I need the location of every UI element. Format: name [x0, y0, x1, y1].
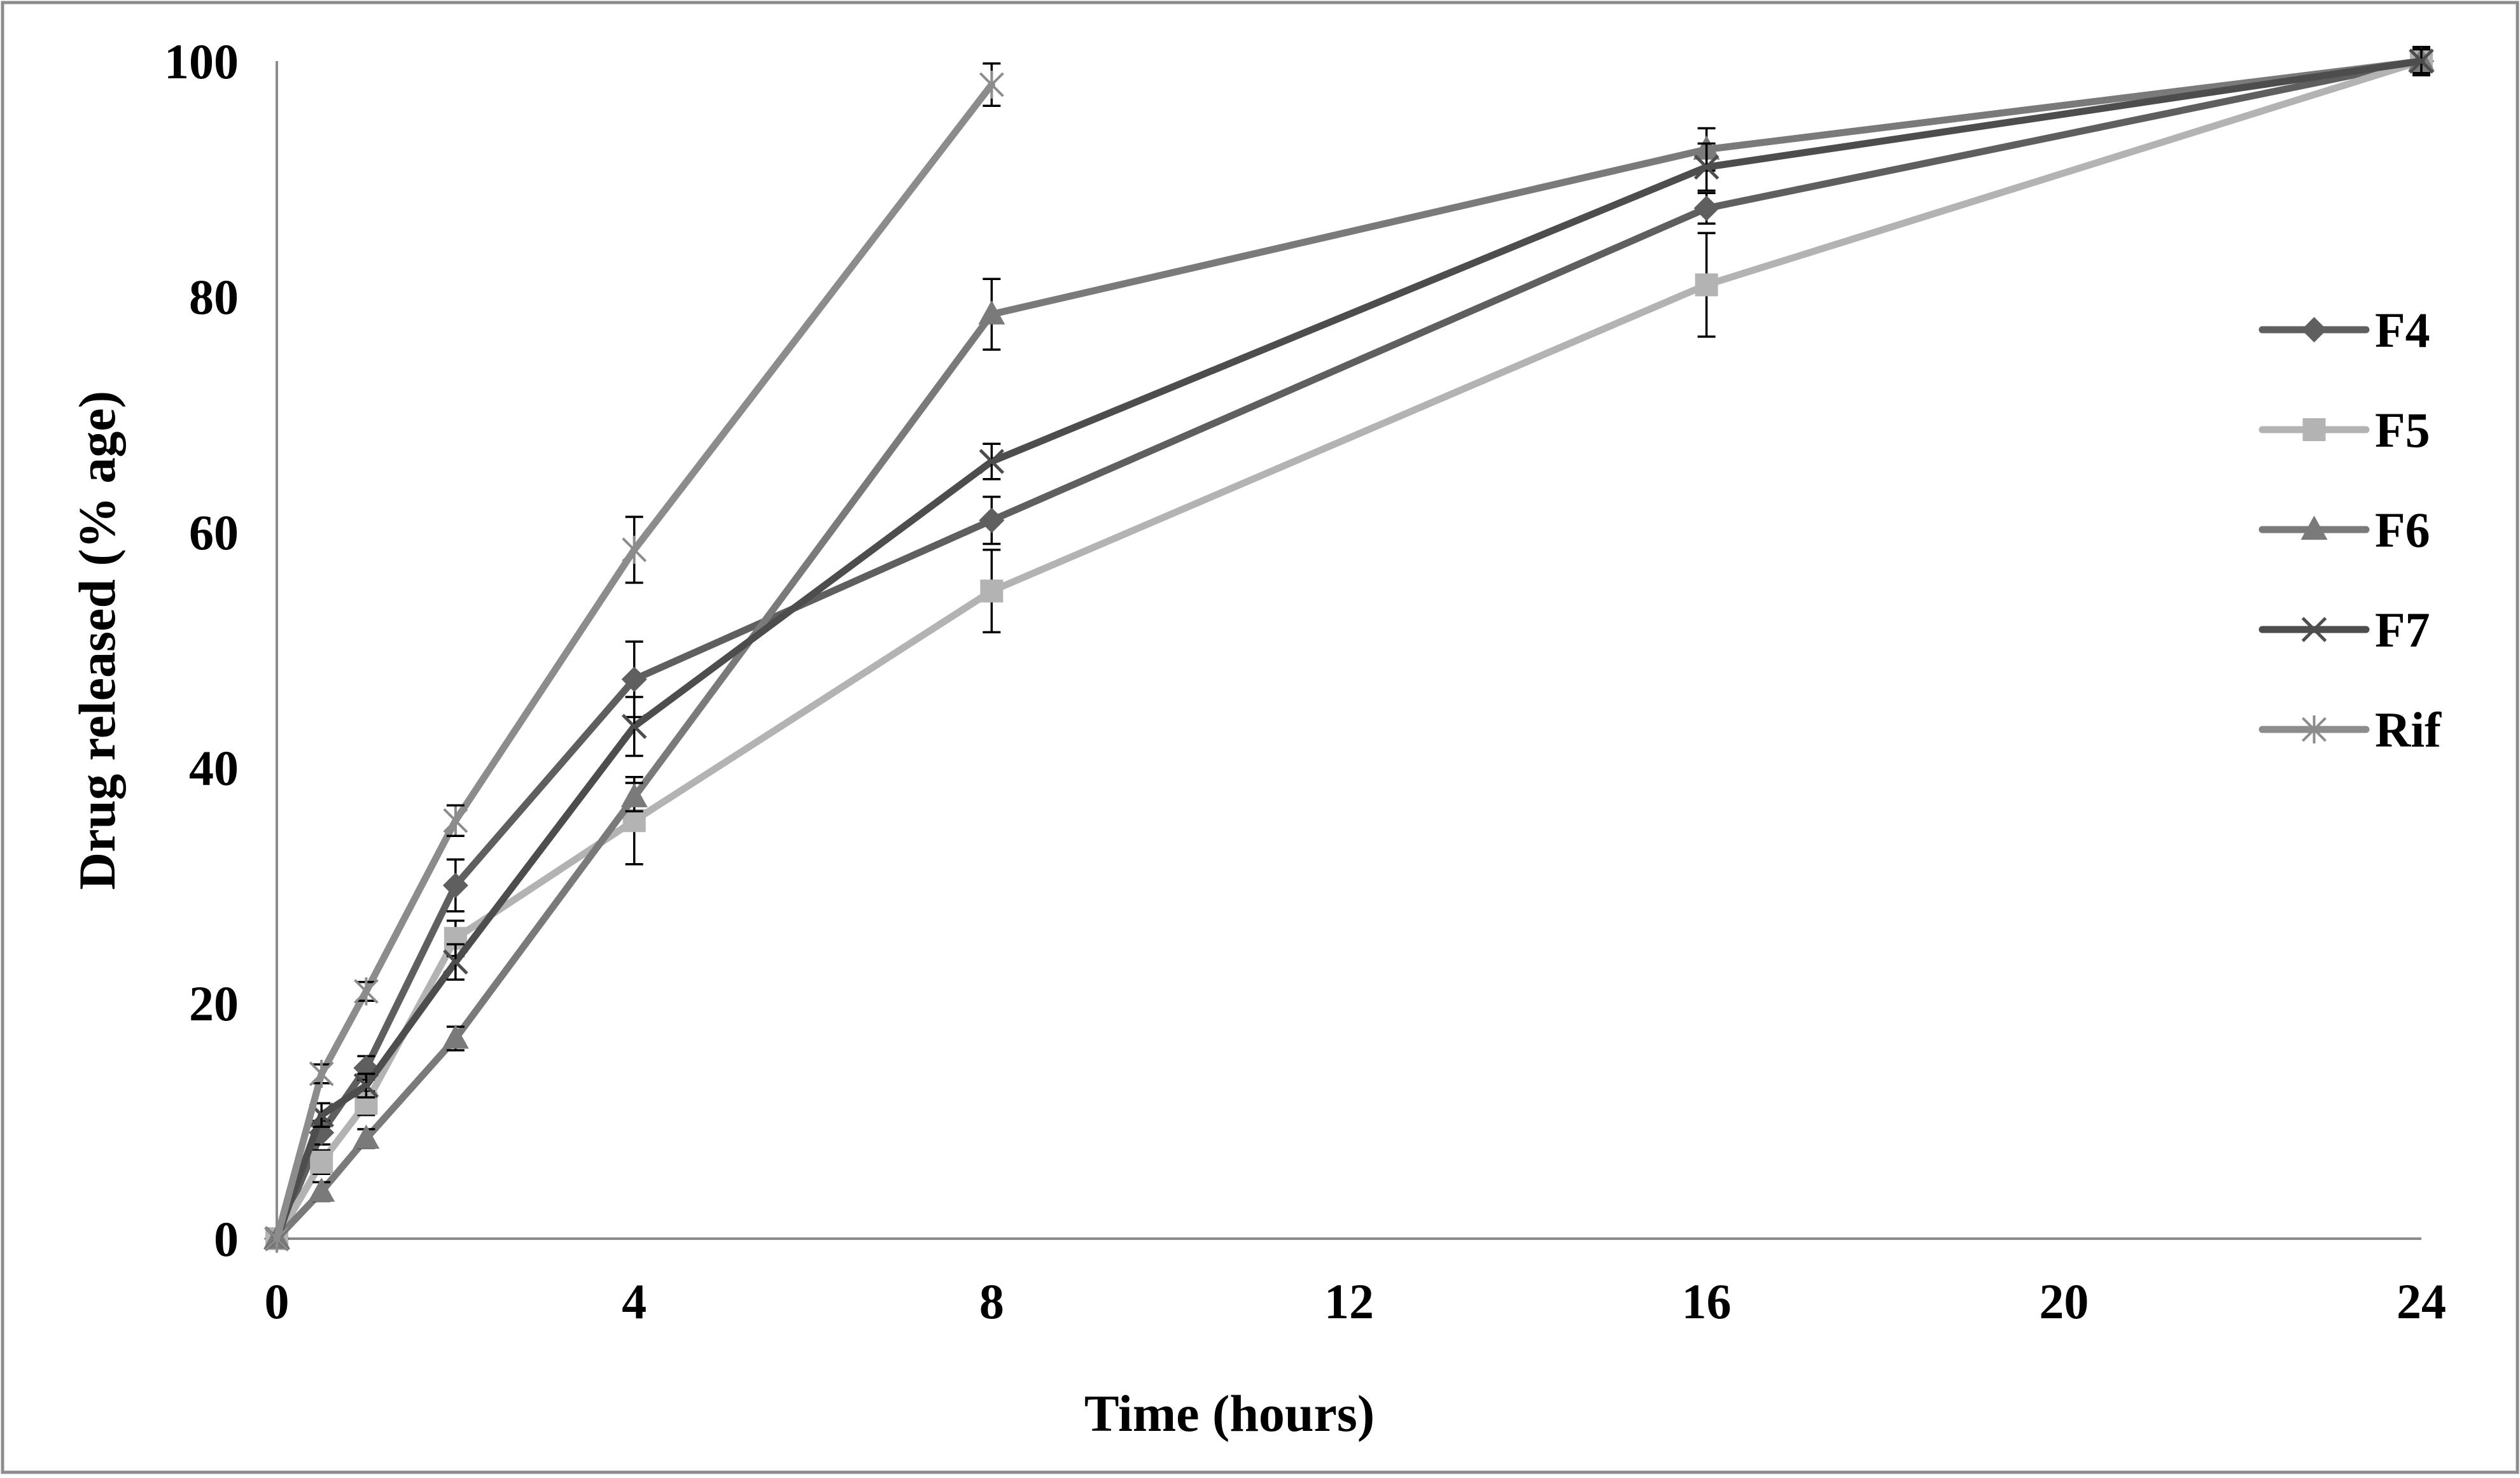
- marker-stroke: [2409, 48, 2434, 74]
- x-tick-label: 16: [1682, 1274, 1732, 1329]
- data-point-f4: [621, 666, 647, 693]
- data-point-f5: [310, 1150, 333, 1174]
- data-point-f7: [2409, 48, 2434, 74]
- x-tick-label: 12: [1324, 1274, 1374, 1329]
- marker-stroke: [621, 714, 647, 740]
- y-axis-title: Drug released (% age): [68, 391, 126, 890]
- data-point-rif: [264, 1225, 290, 1253]
- data-point-f7: [979, 449, 1005, 474]
- x-tick-label: 24: [2397, 1274, 2446, 1329]
- data-point-f4: [1693, 195, 1719, 222]
- y-tick-label: 60: [189, 505, 239, 560]
- legend-item-f7: F7: [2258, 602, 2430, 658]
- legend-marker-f7: [2301, 617, 2327, 642]
- data-point-f6: [308, 1178, 335, 1202]
- legend-item-f6: F6: [2258, 502, 2430, 558]
- x-tick-label: 8: [979, 1274, 1004, 1329]
- x-axis-title: Time (hours): [1084, 1384, 1375, 1442]
- legend-label-f4: F4: [2375, 302, 2430, 358]
- legend: F4 F5 F6 F7 Rif: [2258, 302, 2442, 757]
- marker-stroke: [353, 1073, 379, 1099]
- data-point-f7: [443, 949, 468, 975]
- y-tick-label: 20: [189, 976, 239, 1031]
- x-tick-label: 0: [265, 1274, 290, 1329]
- y-tick-label: 100: [164, 34, 239, 89]
- marker-stroke: [309, 1102, 334, 1128]
- data-point-f4: [979, 507, 1005, 533]
- legend-marker-rif: [2302, 715, 2327, 743]
- y-tick-label: 40: [189, 740, 239, 796]
- y-tick-label: 80: [189, 269, 239, 325]
- legend-marker-f6: [2300, 516, 2328, 540]
- marker-stroke: [979, 449, 1005, 474]
- legend-label-f5: F5: [2375, 402, 2430, 458]
- data-point-rif: [622, 535, 647, 564]
- y-tick-label: 0: [214, 1211, 239, 1267]
- legend-label-f6: F6: [2375, 502, 2430, 558]
- data-point-f6: [353, 1124, 380, 1149]
- data-point-f7: [353, 1073, 379, 1099]
- legend-marker-f4: [2301, 317, 2327, 342]
- legend-item-f4: F4: [2258, 302, 2430, 358]
- data-point-f6: [978, 300, 1005, 325]
- series-layer: [263, 46, 2435, 1253]
- marker-stroke: [443, 949, 468, 975]
- data-point-f7: [621, 714, 647, 740]
- axes: 0 4 8 12 16 20 24 0 20 40 60 80 100: [164, 34, 2446, 1329]
- data-point-f7: [1693, 154, 1719, 180]
- data-point-f6: [442, 1024, 469, 1049]
- marker-stroke: [2301, 617, 2327, 642]
- x-tick-label: 4: [622, 1274, 647, 1329]
- legend-marker-f5: [2302, 418, 2326, 441]
- legend-item-rif: Rif: [2258, 702, 2442, 757]
- series-line-f7: [273, 57, 2425, 1242]
- legend-label-rif: Rif: [2375, 702, 2442, 757]
- data-point-rif: [354, 977, 379, 1006]
- data-point-rif: [443, 806, 468, 835]
- legend-label-f7: F7: [2375, 602, 2430, 658]
- data-point-f6: [620, 783, 648, 808]
- series-line-rif: [273, 81, 995, 1242]
- data-point-rif: [979, 71, 1004, 99]
- x-tick-label: 20: [2039, 1274, 2089, 1329]
- data-point-rif: [309, 1060, 334, 1088]
- series-rif: [264, 62, 1004, 1253]
- data-point-f4: [442, 873, 468, 898]
- data-point-f5: [980, 579, 1004, 603]
- legend-item-f5: F5: [2258, 402, 2430, 458]
- marker-stroke: [1693, 154, 1719, 180]
- data-point-f5: [1695, 273, 1718, 297]
